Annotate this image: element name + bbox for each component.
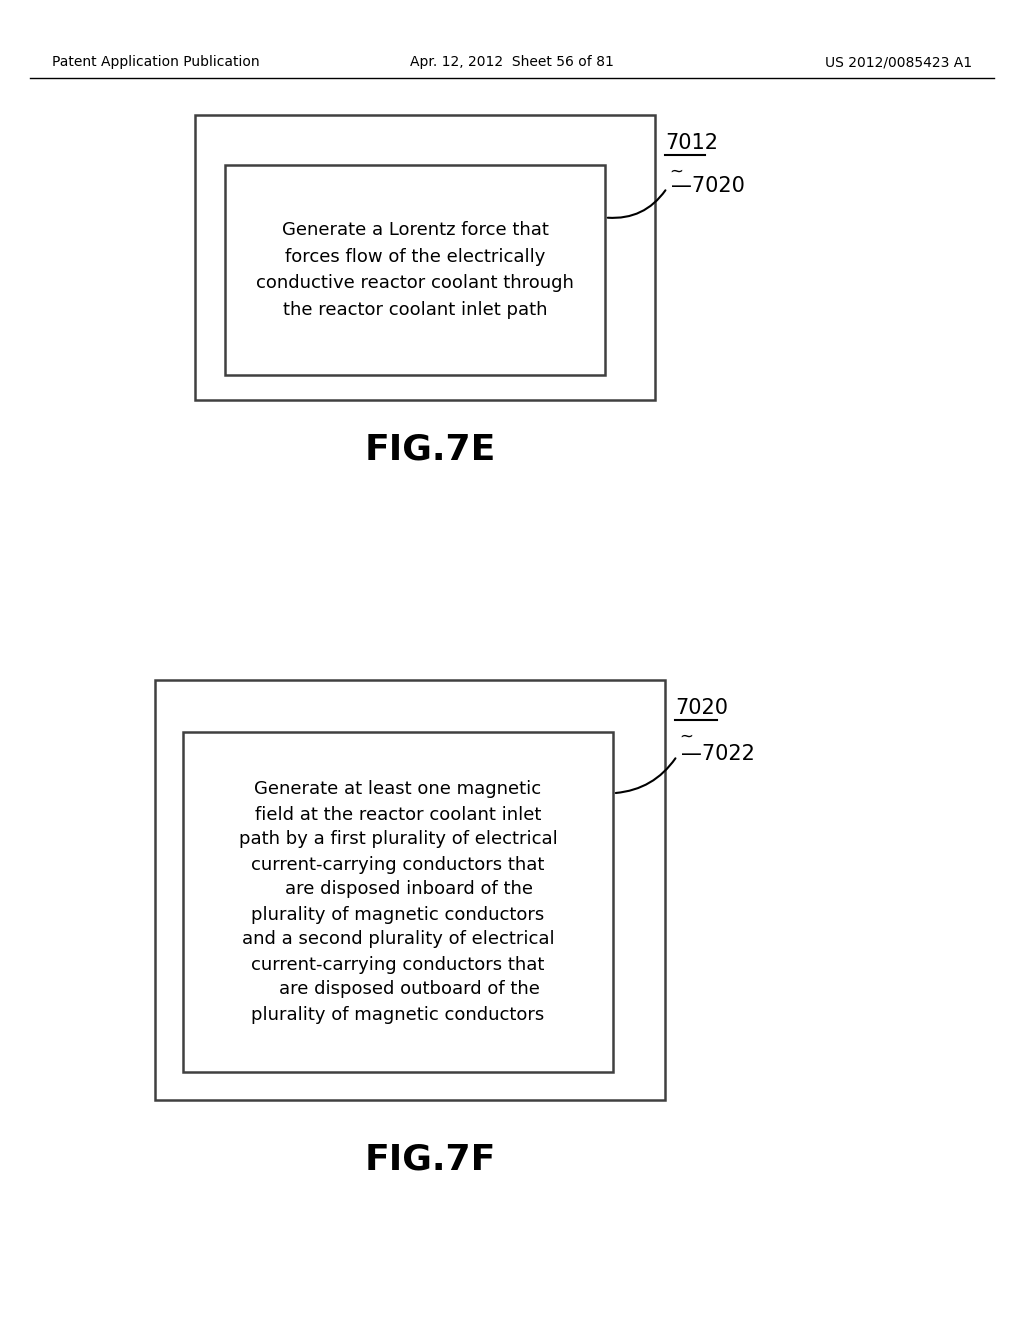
Text: —7020: —7020 [671, 176, 744, 195]
Bar [225, 165, 605, 375]
Text: —7022: —7022 [681, 744, 755, 764]
Bar [155, 680, 665, 1100]
Text: Apr. 12, 2012  Sheet 56 of 81: Apr. 12, 2012 Sheet 56 of 81 [410, 55, 614, 69]
Text: US 2012/0085423 A1: US 2012/0085423 A1 [825, 55, 972, 69]
Text: Generate a Lorentz force that
forces flow of the electrically
conductive reactor: Generate a Lorentz force that forces flo… [256, 222, 573, 318]
Bar [183, 733, 613, 1072]
Text: Generate at least one magnetic
field at the reactor coolant inlet
path by a firs: Generate at least one magnetic field at … [239, 780, 557, 1023]
Text: 7020: 7020 [675, 698, 728, 718]
Text: FIG.7E: FIG.7E [365, 433, 496, 467]
Bar [195, 115, 655, 400]
Text: Patent Application Publication: Patent Application Publication [52, 55, 260, 69]
Text: ~: ~ [669, 162, 683, 181]
Text: FIG.7F: FIG.7F [365, 1143, 496, 1177]
Text: 7012: 7012 [665, 133, 718, 153]
Text: ~: ~ [679, 729, 693, 746]
